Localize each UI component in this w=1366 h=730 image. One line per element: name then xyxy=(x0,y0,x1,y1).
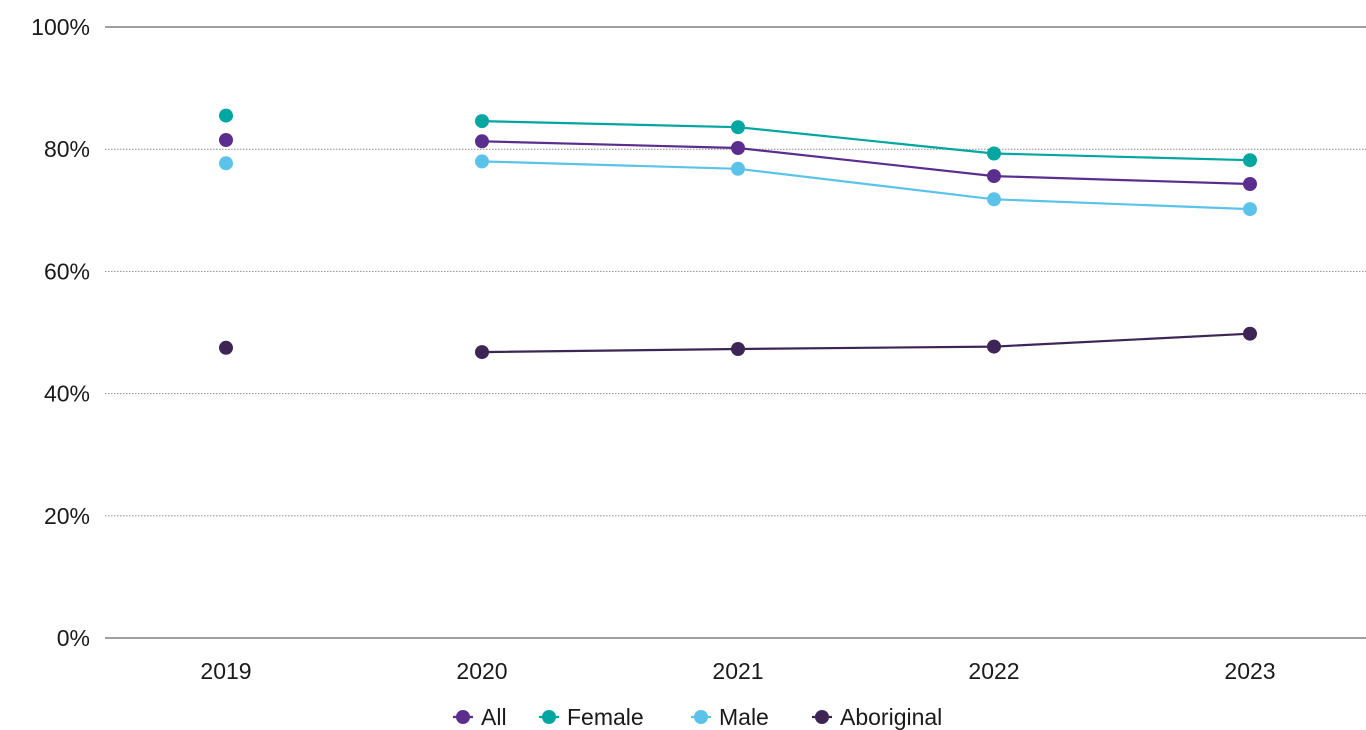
data-point-female xyxy=(1243,153,1257,168)
legend-marker-all xyxy=(456,710,470,724)
legend-label-male: Male xyxy=(719,704,769,730)
data-point-all xyxy=(219,133,233,147)
legend-label-aboriginal: Aboriginal xyxy=(840,704,942,730)
data-point-male xyxy=(987,192,1001,207)
data-point-aboriginal xyxy=(475,345,489,360)
data-point-female xyxy=(219,108,233,123)
series-line-male xyxy=(481,160,1251,211)
data-point-all xyxy=(987,169,1001,184)
data-point-aboriginal xyxy=(1243,326,1257,341)
legend-marker-male xyxy=(694,710,708,724)
series-line-aboriginal xyxy=(481,332,1251,354)
x-tick-label: 2020 xyxy=(456,658,507,684)
data-point-aboriginal xyxy=(219,340,233,355)
data-point-all xyxy=(1243,177,1257,191)
data-point-male xyxy=(475,154,489,169)
data-point-male xyxy=(731,161,745,176)
legend-label-all: All xyxy=(481,704,507,730)
x-tick-label: 2021 xyxy=(712,658,763,684)
y-tick-label: 100% xyxy=(31,14,90,40)
legend-item-female: Female xyxy=(539,704,644,730)
y-tick-label: 20% xyxy=(44,503,90,529)
legend-marker-aboriginal xyxy=(815,710,829,724)
series-points xyxy=(219,108,1257,360)
data-point-female xyxy=(475,114,489,129)
y-tick-label: 60% xyxy=(44,258,90,284)
series-line-female xyxy=(481,120,1251,162)
data-point-all xyxy=(475,134,489,149)
legend: All Female Male Aboriginal xyxy=(453,704,942,730)
gridlines xyxy=(105,26,1366,639)
legend-label-female: Female xyxy=(567,704,644,730)
y-tick-label: 0% xyxy=(57,625,90,651)
data-point-female xyxy=(987,146,1001,161)
x-tick-label: 2022 xyxy=(968,658,1019,684)
data-point-female xyxy=(731,120,745,135)
legend-item-male: Male xyxy=(691,704,769,730)
series-line-all xyxy=(481,140,1251,186)
series-lines xyxy=(481,120,1251,354)
axes: 0% 20% 40% 60% 80% 100% 2019 2020 2021 2022 2023 xyxy=(31,14,1275,684)
y-tick-label: 80% xyxy=(44,136,90,162)
data-point-male xyxy=(1243,202,1257,217)
data-point-aboriginal xyxy=(987,339,1001,354)
x-tick-label: 2023 xyxy=(1224,658,1275,684)
legend-item-aboriginal: Aboriginal xyxy=(812,704,942,730)
x-tick-label: 2019 xyxy=(200,658,251,684)
y-tick-label: 40% xyxy=(44,381,90,407)
data-point-aboriginal xyxy=(731,342,745,356)
data-point-male xyxy=(219,156,233,171)
data-point-all xyxy=(731,141,745,155)
legend-item-all: All xyxy=(453,704,507,730)
legend-marker-female xyxy=(542,710,556,724)
